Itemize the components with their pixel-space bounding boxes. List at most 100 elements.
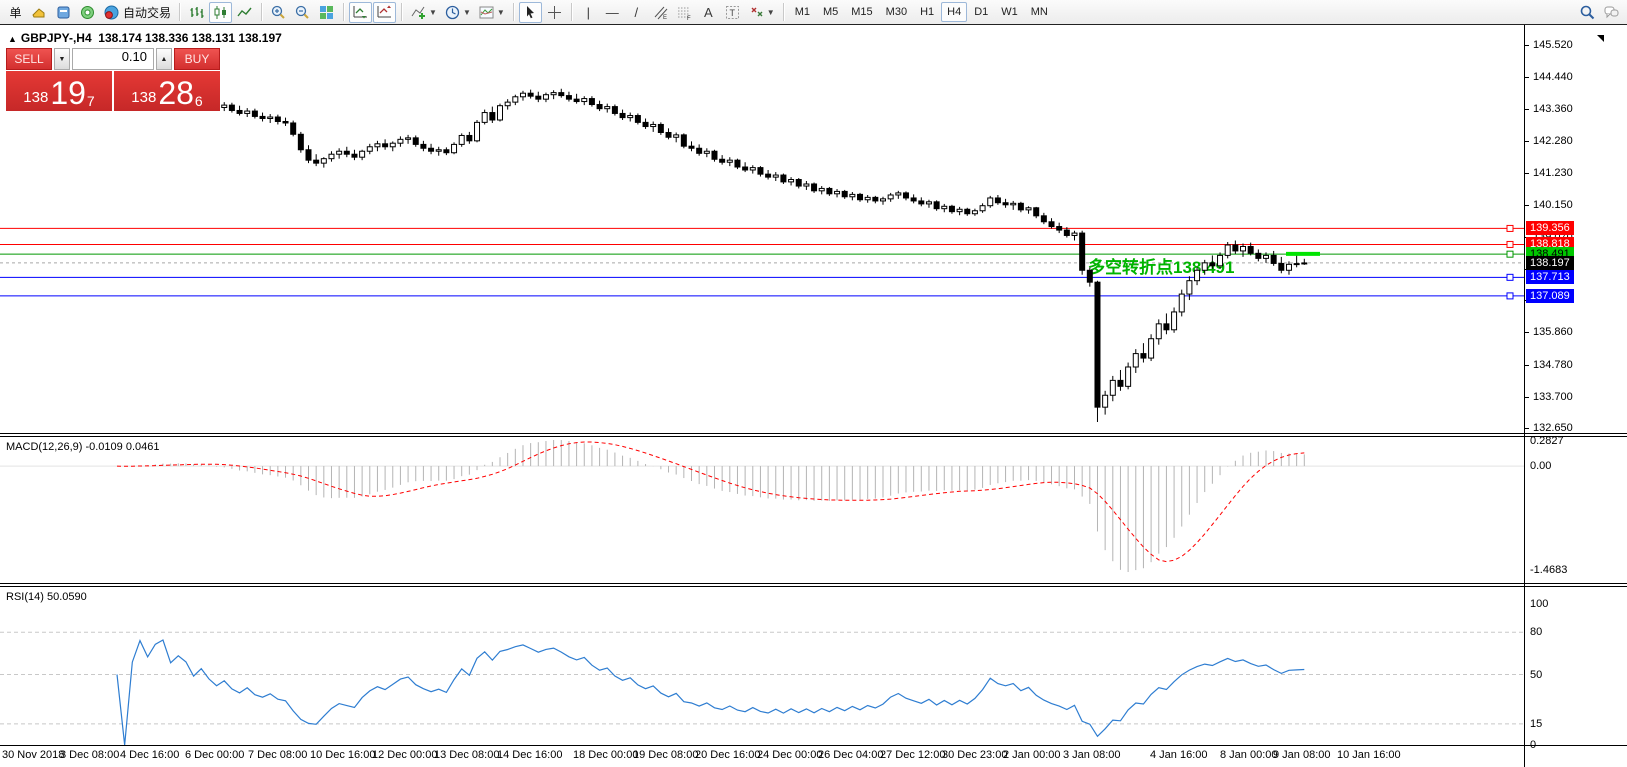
price-axis-label: 135.860	[1533, 326, 1573, 339]
arrows-tool-button[interactable]: ▼	[745, 2, 778, 23]
candlestick-chart-icon[interactable]	[209, 1, 233, 23]
tab-H4[interactable]: H4	[941, 2, 968, 22]
rsi-axis-label: 50	[1530, 668, 1543, 681]
price-chart-canvas[interactable]: 多空转折点138.491	[0, 25, 1627, 767]
price-axis-border	[1524, 25, 1525, 767]
tab-M1[interactable]: M1	[794, 6, 810, 18]
channel-tool-icon[interactable]: E	[649, 2, 672, 23]
time-axis-label: 4 Dec 16:00	[120, 749, 180, 761]
volume-increase-button[interactable]: ▲	[156, 48, 172, 70]
tab-MN[interactable]: MN	[1030, 6, 1048, 18]
time-axis-label: 30 Nov 2018	[2, 749, 65, 761]
sell-button[interactable]: SELL	[6, 48, 52, 70]
fibonacci-tool-icon[interactable]: F	[673, 2, 696, 23]
price-axis-label: 134.780	[1533, 358, 1573, 371]
ohlc-values: 138.174 138.336 138.131 138.197	[98, 31, 282, 45]
buy-button[interactable]: BUY	[174, 48, 220, 70]
axis-tick	[1524, 204, 1529, 206]
line-chart-icon[interactable]	[233, 2, 256, 23]
price-axis-label: 132.650	[1533, 422, 1573, 434]
indicators-button[interactable]: ▼	[407, 2, 440, 23]
sell-price-button[interactable]: 138 19 7	[6, 71, 112, 111]
axis-tick	[1524, 141, 1529, 143]
panel-splitter[interactable]	[0, 583, 1627, 587]
tab-M30[interactable]: M30	[885, 6, 908, 18]
buy-price-button[interactable]: 138 28 6	[114, 71, 220, 111]
time-axis-label: 26 Dec 04:00	[818, 749, 884, 761]
volume-input[interactable]: 0.10	[72, 48, 154, 70]
time-axis-label: 24 Dec 00:00	[757, 749, 823, 761]
time-axis-label: 10 Dec 16:00	[310, 749, 376, 761]
chart-window[interactable]: 多空转折点138.491 ▲ GBPJPY-,H4 138.174 138.336…	[0, 25, 1627, 767]
time-axis-label: 10 Jan 16:00	[1337, 749, 1401, 761]
rsi-axis-label: 0	[1530, 739, 1537, 751]
price-axis-label: 133.700	[1533, 390, 1573, 403]
rsi-axis-label: 80	[1530, 626, 1543, 639]
bar-chart-icon[interactable]	[185, 2, 208, 23]
dropdown-caret-icon: ▼	[496, 7, 505, 17]
time-axis-border	[0, 745, 1627, 746]
time-axis-label: 9 Jan 08:00	[1273, 749, 1331, 761]
horizontal-line-tool-icon[interactable]: —	[605, 4, 619, 20]
axis-tick	[1524, 109, 1529, 111]
axis-tick	[1524, 77, 1529, 79]
svg-text:F: F	[687, 16, 691, 21]
separator	[343, 3, 345, 21]
time-axis-label: 3 Jan 08:00	[1063, 749, 1121, 761]
market-watch-icon[interactable]	[28, 2, 51, 23]
volume-decrease-button[interactable]: ▼	[54, 48, 70, 70]
text-label-tool-icon[interactable]: T	[721, 2, 744, 23]
tile-windows-icon[interactable]	[315, 2, 338, 23]
macd-axis-min: -1.4683	[1530, 564, 1568, 576]
crosshair-icon[interactable]	[543, 2, 566, 23]
price-axis-label: 141.230	[1533, 166, 1573, 179]
rsi-header: RSI(14) 50.0590	[6, 591, 87, 603]
vertical-line-tool-icon[interactable]: |	[586, 4, 590, 20]
line-price-tag: 137.713	[1526, 270, 1574, 285]
chart-title: ▲ GBPJPY-,H4 138.174 138.336 138.131 138.…	[8, 31, 282, 45]
line-price-tag: 139.356	[1526, 221, 1574, 236]
time-axis-label: 14 Dec 16:00	[497, 749, 563, 761]
collapse-panel-icon[interactable]: ▲	[8, 34, 17, 44]
panel-splitter[interactable]	[0, 433, 1627, 437]
time-axis-label: 2 Jan 00:00	[1003, 749, 1061, 761]
dropdown-caret-icon: ▼	[429, 7, 437, 17]
trendline-tool-icon[interactable]: /	[634, 4, 639, 20]
autotrading-button[interactable]: 自动交易	[100, 2, 174, 23]
chat-icon[interactable]	[1600, 2, 1623, 23]
separator	[179, 3, 181, 21]
rsi-axis-label: 100	[1530, 598, 1549, 610]
periods-button[interactable]: ▼	[441, 2, 474, 23]
axis-tick	[1524, 396, 1529, 398]
text-tool-icon[interactable]: A	[703, 4, 713, 20]
alerts-icon[interactable]	[76, 2, 99, 23]
zoom-out-icon[interactable]	[291, 2, 314, 23]
auto-scroll-icon[interactable]	[349, 1, 373, 23]
separator	[261, 3, 263, 21]
price-axis-label: 140.150	[1533, 198, 1573, 211]
time-axis-label: 7 Dec 08:00	[248, 749, 308, 761]
macd-axis-zero: 0.00	[1530, 460, 1552, 473]
time-axis-label: 18 Dec 00:00	[573, 749, 639, 761]
terminal-icon[interactable]	[52, 2, 75, 23]
tab-W1[interactable]: W1	[1001, 6, 1018, 18]
chart-shift-icon[interactable]	[373, 1, 397, 23]
axis-tick	[1524, 428, 1529, 429]
tab-H1[interactable]: H1	[920, 6, 935, 18]
search-icon[interactable]	[1576, 2, 1599, 23]
macd-axis-max: 0.2827	[1530, 435, 1564, 447]
templates-button[interactable]: ▼	[475, 2, 508, 23]
zoom-in-icon[interactable]	[267, 2, 290, 23]
tab-M5[interactable]: M5	[822, 6, 839, 18]
cursor-icon[interactable]	[518, 1, 542, 23]
tab-M15[interactable]: M15	[851, 6, 873, 18]
time-axis-label: 19 Dec 08:00	[633, 749, 699, 761]
time-axis-label: 8 Jan 00:00	[1220, 749, 1278, 761]
macd-header: MACD(12,26,9) -0.0109 0.0461	[6, 441, 160, 453]
current-price-tag: 138.197	[1526, 255, 1574, 270]
tab-D1[interactable]: D1	[974, 6, 989, 18]
dropdown-caret-icon: ▼	[462, 7, 471, 17]
new-order-button[interactable]: 单	[9, 5, 22, 20]
separator	[401, 3, 403, 21]
